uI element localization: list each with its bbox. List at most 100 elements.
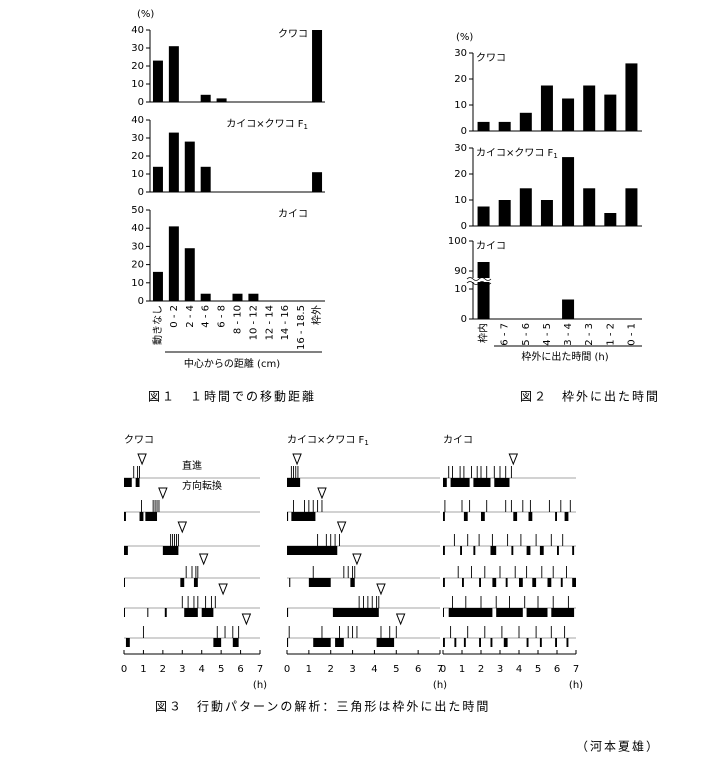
turn-block bbox=[454, 638, 457, 647]
turn-block bbox=[145, 512, 158, 521]
turn-block bbox=[289, 578, 291, 587]
x-tick-label: 4 bbox=[516, 664, 522, 675]
legend-label: 直進 bbox=[182, 459, 202, 472]
x-tick-label: 3 bbox=[497, 664, 503, 675]
y-tick-label: 0 bbox=[138, 296, 144, 307]
x-tick-label: 1 bbox=[306, 664, 312, 675]
panel-title-main: クワコ bbox=[476, 52, 506, 64]
x-tick-label: 5 bbox=[393, 664, 399, 675]
turn-block bbox=[555, 638, 557, 647]
y-tick-label: 40 bbox=[131, 223, 144, 234]
y-tick-label: 30 bbox=[131, 241, 144, 252]
y-tick-label: 10 bbox=[454, 195, 467, 206]
y-tick-label: 50 bbox=[131, 205, 144, 216]
turn-block bbox=[287, 546, 338, 555]
turn-block bbox=[213, 638, 222, 647]
bar bbox=[562, 299, 575, 319]
turn-block bbox=[124, 578, 125, 587]
exit-triangle bbox=[241, 613, 252, 626]
x-tick-label: 7 bbox=[257, 664, 263, 675]
bar bbox=[519, 188, 532, 226]
x-tick-label: 0 bbox=[440, 664, 446, 675]
turn-block bbox=[528, 512, 533, 521]
turn-block bbox=[291, 512, 316, 521]
turn-block bbox=[139, 512, 144, 521]
y-tick-label: 100 bbox=[448, 236, 467, 247]
turn-block bbox=[335, 638, 344, 647]
x-tick-label: 4 bbox=[371, 664, 377, 675]
turn-block bbox=[376, 638, 395, 647]
x-tick-label: 2 - 4 bbox=[185, 305, 196, 328]
x-tick-label: 動きなし bbox=[151, 305, 164, 345]
figure-caption: 図１ １時間での移動距離 bbox=[148, 390, 316, 404]
turn-block bbox=[539, 638, 542, 647]
bar bbox=[152, 271, 163, 301]
bar bbox=[625, 63, 638, 131]
x-tick-label: 3 bbox=[349, 664, 355, 675]
turn-block bbox=[490, 546, 497, 555]
turn-block bbox=[124, 546, 128, 555]
turn-block bbox=[443, 546, 445, 555]
turn-block bbox=[201, 608, 214, 617]
y-tick-label: 40 bbox=[131, 25, 144, 36]
turn-block bbox=[164, 608, 167, 617]
turn-block bbox=[463, 512, 468, 521]
turn-block bbox=[443, 578, 445, 587]
y-tick-label: 40 bbox=[131, 115, 144, 126]
x-axis-label: (h) bbox=[253, 680, 267, 691]
bar bbox=[168, 226, 179, 301]
axis-break-gap bbox=[468, 278, 492, 282]
x-tick-label: 6 - 7 bbox=[500, 323, 511, 346]
x-tick-label: 12 - 14 bbox=[264, 305, 275, 340]
turn-block bbox=[526, 638, 529, 647]
x-tick-label: 1 bbox=[459, 664, 465, 675]
bar bbox=[312, 172, 323, 192]
panel-title: クワコ bbox=[476, 52, 506, 64]
bar bbox=[477, 262, 490, 319]
author: （河本夏雄） bbox=[576, 739, 660, 754]
turn-block bbox=[547, 578, 552, 587]
figure-caption: 図２ 枠外に出た時間 bbox=[520, 390, 660, 404]
turn-block bbox=[350, 578, 355, 587]
turn-block bbox=[443, 608, 444, 617]
x-tick-label: 5 bbox=[535, 664, 541, 675]
turn-block bbox=[463, 638, 466, 647]
turn-block bbox=[505, 578, 508, 587]
bar bbox=[477, 206, 490, 226]
axis-break bbox=[466, 281, 492, 285]
panel-title-main: クワコ bbox=[124, 434, 154, 446]
axis-break bbox=[466, 277, 492, 281]
x-tick-label: 4 bbox=[199, 664, 205, 675]
x-tick-label: 14 - 16 bbox=[280, 305, 291, 340]
x-tick-label: 0 bbox=[121, 664, 127, 675]
panel-title-main: カイコ bbox=[278, 208, 308, 220]
turn-block bbox=[572, 546, 575, 555]
panel-title-main: クワコ bbox=[278, 28, 308, 40]
panel-title: カイコ×クワコ F1 bbox=[226, 118, 308, 131]
turn-block bbox=[443, 512, 445, 521]
x-axis-label: 中心からの距離 (cm) bbox=[184, 357, 280, 370]
x-tick-label: 2 - 3 bbox=[584, 323, 595, 346]
y-tick-label: 30 bbox=[454, 143, 467, 154]
x-tick-label: 0 bbox=[284, 664, 290, 675]
bar bbox=[248, 293, 259, 301]
turn-block bbox=[147, 608, 149, 617]
turn-block bbox=[494, 478, 510, 487]
turn-block bbox=[473, 478, 491, 487]
exit-triangle bbox=[137, 453, 147, 466]
turn-block bbox=[551, 608, 575, 617]
bar bbox=[604, 213, 617, 226]
turn-block bbox=[443, 478, 447, 487]
panel-title: クワコ bbox=[278, 28, 308, 40]
exit-triangle bbox=[317, 487, 327, 500]
turn-block bbox=[287, 478, 301, 487]
turn-block bbox=[490, 638, 493, 647]
panel-title-main: カイコ bbox=[476, 240, 506, 252]
turn-block bbox=[555, 512, 557, 521]
bar bbox=[519, 112, 532, 131]
panel-title-main: カイコ×クワコ F bbox=[476, 147, 554, 159]
x-tick-label: 3 - 4 bbox=[563, 323, 574, 346]
bar bbox=[152, 60, 163, 102]
panel-title: カイコ bbox=[476, 240, 506, 252]
turn-block bbox=[473, 546, 476, 555]
